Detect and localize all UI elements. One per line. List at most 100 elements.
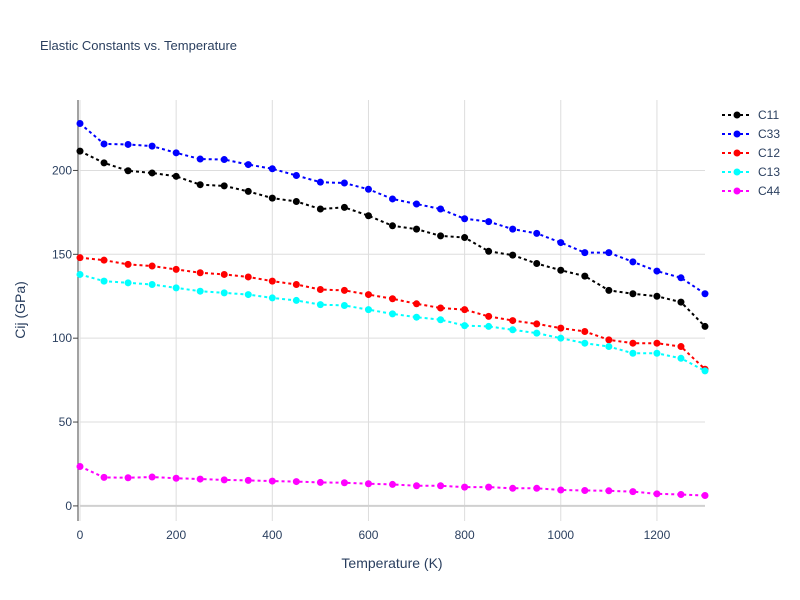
data-point[interactable] (364, 212, 372, 220)
data-point[interactable] (196, 181, 204, 189)
data-point[interactable] (605, 286, 613, 294)
data-point[interactable] (437, 304, 445, 312)
data-point[interactable] (220, 270, 228, 278)
data-point[interactable] (389, 295, 396, 303)
data-point[interactable] (533, 484, 541, 492)
data-point[interactable] (557, 334, 565, 342)
data-point[interactable] (629, 488, 637, 496)
data-point[interactable] (220, 289, 228, 297)
data-point[interactable] (172, 172, 180, 180)
data-point[interactable] (389, 195, 396, 203)
data-point[interactable] (437, 232, 445, 240)
data-point[interactable] (220, 156, 228, 164)
data-point[interactable] (316, 301, 324, 309)
data-point[interactable] (461, 322, 469, 330)
data-point[interactable] (509, 317, 517, 325)
data-point[interactable] (701, 367, 709, 375)
data-point[interactable] (100, 473, 108, 481)
data-point[interactable] (509, 225, 517, 233)
data-point[interactable] (364, 185, 372, 193)
data-point[interactable] (437, 482, 445, 490)
data-point[interactable] (485, 247, 493, 255)
data-point[interactable] (100, 277, 108, 285)
data-point[interactable] (268, 165, 276, 173)
data-point[interactable] (485, 322, 493, 330)
data-point[interactable] (76, 119, 84, 127)
data-point[interactable] (364, 480, 372, 488)
data-point[interactable] (148, 473, 156, 481)
data-point[interactable] (653, 267, 661, 275)
data-point[interactable] (76, 270, 84, 278)
data-point[interactable] (220, 476, 228, 484)
data-point[interactable] (605, 336, 613, 344)
data-point[interactable] (172, 284, 180, 292)
data-point[interactable] (292, 296, 300, 304)
data-point[interactable] (124, 474, 132, 482)
data-point[interactable] (389, 222, 396, 230)
data-point[interactable] (629, 258, 637, 266)
data-point[interactable] (581, 249, 589, 257)
data-point[interactable] (268, 294, 276, 302)
data-point[interactable] (340, 286, 348, 294)
data-point[interactable] (268, 194, 276, 202)
data-point[interactable] (316, 178, 324, 186)
data-point[interactable] (340, 301, 348, 309)
data-point[interactable] (172, 474, 180, 482)
data-point[interactable] (268, 477, 276, 485)
data-point[interactable] (581, 327, 589, 335)
data-point[interactable] (292, 197, 300, 205)
data-point[interactable] (461, 234, 469, 242)
data-point[interactable] (533, 329, 541, 337)
data-point[interactable] (533, 229, 541, 237)
data-point[interactable] (629, 339, 637, 347)
data-point[interactable] (677, 274, 685, 282)
data-point[interactable] (340, 203, 348, 211)
data-point[interactable] (413, 200, 421, 208)
legend-item-c44[interactable]: C44 (722, 184, 780, 198)
data-point[interactable] (677, 354, 685, 362)
data-point[interactable] (605, 487, 613, 495)
data-point[interactable] (701, 322, 709, 330)
data-point[interactable] (413, 482, 421, 490)
data-point[interactable] (364, 306, 372, 314)
data-point[interactable] (677, 343, 685, 351)
data-point[interactable] (437, 205, 445, 213)
data-point[interactable] (316, 205, 324, 213)
data-point[interactable] (244, 476, 252, 484)
data-point[interactable] (533, 260, 541, 268)
data-point[interactable] (196, 269, 204, 277)
legend-item-c12[interactable]: C12 (722, 146, 780, 160)
data-point[interactable] (509, 484, 517, 492)
data-point[interactable] (653, 339, 661, 347)
data-point[interactable] (76, 254, 84, 262)
data-point[interactable] (605, 249, 613, 257)
legend[interactable]: C11 C33 C12 C13 C44 (722, 108, 780, 198)
data-point[interactable] (413, 300, 421, 308)
data-point[interactable] (172, 149, 180, 157)
data-point[interactable] (148, 142, 156, 150)
data-point[interactable] (557, 239, 565, 247)
data-point[interactable] (461, 306, 469, 314)
data-point[interactable] (292, 478, 300, 486)
data-point[interactable] (124, 167, 132, 175)
data-point[interactable] (292, 281, 300, 289)
data-point[interactable] (701, 492, 709, 500)
data-point[interactable] (485, 218, 493, 226)
data-point[interactable] (389, 310, 396, 318)
data-point[interactable] (701, 290, 709, 298)
data-point[interactable] (629, 290, 637, 298)
data-point[interactable] (100, 256, 108, 264)
data-point[interactable] (124, 140, 132, 148)
data-point[interactable] (557, 324, 565, 332)
data-point[interactable] (316, 478, 324, 486)
data-point[interactable] (533, 320, 541, 328)
data-point[interactable] (364, 291, 372, 299)
data-point[interactable] (76, 147, 84, 155)
data-point[interactable] (653, 490, 661, 498)
data-point[interactable] (172, 265, 180, 273)
data-point[interactable] (148, 281, 156, 289)
data-point[interactable] (653, 292, 661, 300)
data-point[interactable] (461, 215, 469, 223)
data-point[interactable] (413, 225, 421, 233)
data-point[interactable] (196, 287, 204, 295)
